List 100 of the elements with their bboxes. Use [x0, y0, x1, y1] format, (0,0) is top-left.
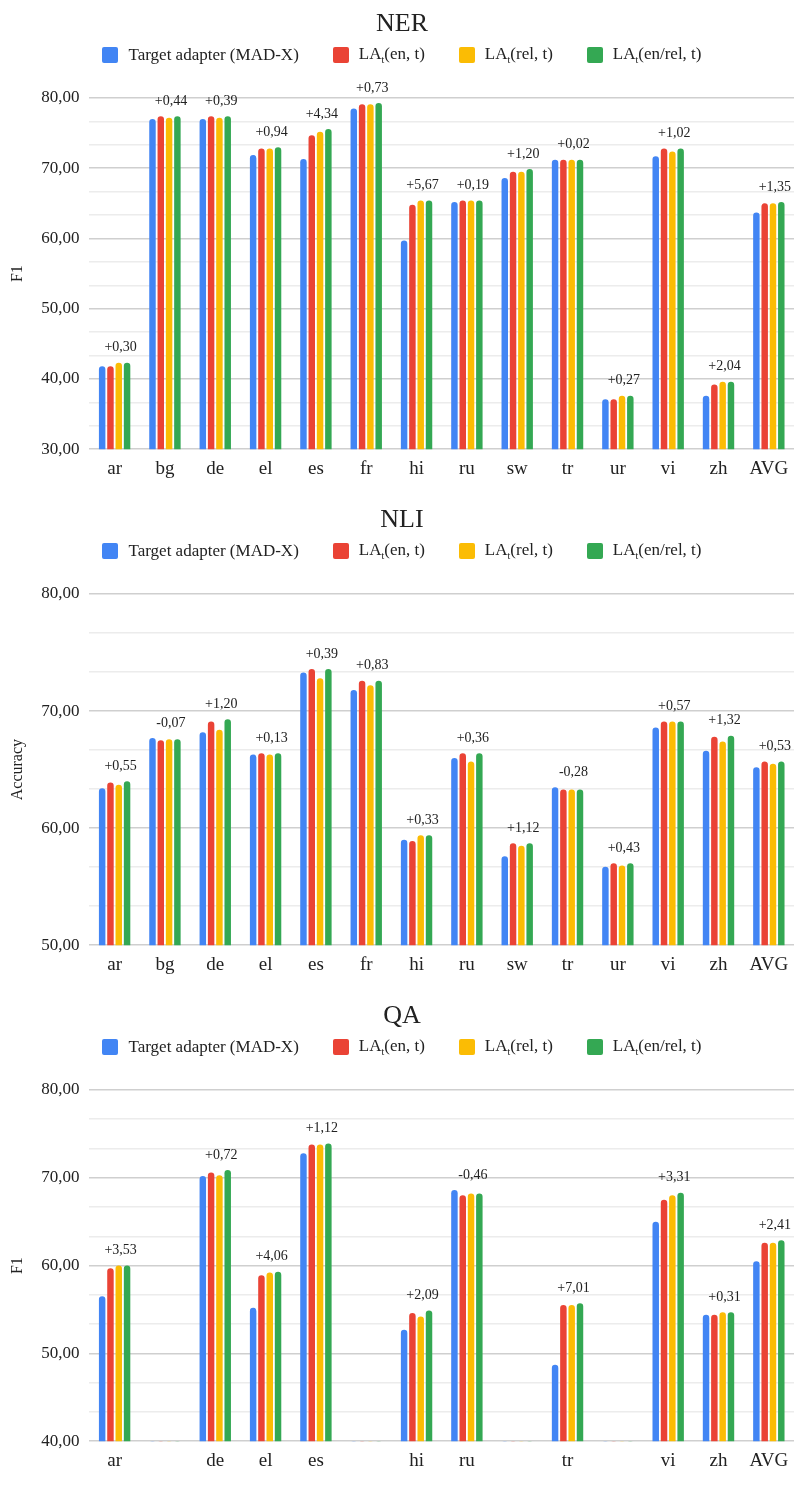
x-tick-label: bg — [155, 952, 175, 974]
x-tick-label: fr — [359, 952, 374, 974]
annotation: +1,32 — [708, 712, 741, 728]
chart-title: NER — [375, 7, 429, 39]
legend-label: LA$_{t}$(rel, t) — [484, 44, 553, 66]
x-tick-label: AVG — [749, 456, 789, 478]
x-tick-label: de — [206, 1448, 225, 1470]
x-tick-label: tr — [561, 952, 575, 974]
annotation: +0,13 — [255, 729, 288, 745]
x-tick-label: vi — [660, 1448, 676, 1470]
legend-label: LA$_{t}$(rel, t) — [484, 1036, 553, 1058]
y-tick-label: 70,00 — [41, 700, 80, 720]
x-tick-label: el — [258, 456, 273, 478]
annotation: +4,06 — [255, 1248, 288, 1264]
y-tick-label: 50,00 — [41, 1342, 80, 1362]
annotation: +2,09 — [406, 1287, 439, 1303]
annotation: +0,53 — [758, 738, 792, 754]
x-tick-label: ru — [458, 1448, 476, 1470]
annotation: +1,12 — [507, 820, 540, 836]
legend-label: LA$_{t}$(en, t) — [358, 1036, 425, 1058]
annotation: +0,39 — [205, 92, 238, 108]
y-tick-label: 40,00 — [41, 1430, 80, 1450]
x-tick-label: AVG — [749, 952, 789, 974]
legend-label: Target adapter (MAD-X) — [128, 45, 299, 65]
legend-label: LA$_{t}$(en, t) — [358, 44, 425, 66]
legend-label: LA$_{t}$(en/rel, t) — [612, 540, 702, 562]
annotation: +0,27 — [607, 372, 641, 388]
annotation: +0,94 — [255, 123, 288, 139]
y-tick-label: 50,00 — [41, 934, 80, 954]
x-tick-label: zh — [709, 456, 728, 478]
legend-label: LA$_{t}$(rel, t) — [484, 540, 553, 562]
x-tick-label: zh — [709, 1448, 728, 1470]
annotation: +1,35 — [758, 178, 792, 194]
legend-label: LA$_{t}$(en, t) — [358, 540, 425, 562]
x-tick-label: hi — [409, 952, 424, 974]
annotation: +0,36 — [456, 729, 490, 745]
x-tick-label: ur — [609, 952, 627, 974]
chart-title: NLI — [379, 503, 425, 535]
x-tick-label: de — [206, 456, 225, 478]
x-tick-label: tr — [561, 456, 575, 478]
annotation: -0,07 — [156, 714, 186, 730]
x-tick-label: ru — [458, 952, 476, 974]
y-tick-label: 60,00 — [41, 227, 80, 247]
legend-label: LA$_{t}$(en/rel, t) — [612, 44, 702, 66]
y-axis-title: F1 — [7, 265, 25, 283]
annotation: +0,39 — [305, 645, 339, 661]
annotation: +2,41 — [758, 1216, 792, 1232]
annotation: +0,19 — [456, 177, 490, 193]
x-tick-label: sw — [506, 952, 529, 974]
annotation: +2,04 — [708, 358, 741, 374]
x-tick-label: es — [308, 1448, 324, 1470]
y-tick-label: 70,00 — [41, 157, 80, 177]
annotation: +0,30 — [104, 339, 137, 355]
x-tick-label: vi — [660, 456, 676, 478]
x-tick-label: ur — [609, 456, 627, 478]
y-axis-title: F1 — [7, 1257, 25, 1275]
x-tick-label: tr — [561, 1448, 575, 1470]
x-tick-label: hi — [409, 1448, 424, 1470]
y-tick-label: 60,00 — [41, 1255, 80, 1275]
x-tick-label: fr — [359, 456, 374, 478]
y-tick-label: 80,00 — [41, 1079, 80, 1099]
annotation: -0,28 — [558, 763, 589, 779]
legend-label: Target adapter (MAD-X) — [128, 1037, 299, 1057]
x-tick-label: es — [308, 952, 324, 974]
x-tick-label: es — [308, 456, 324, 478]
x-tick-label: AVG — [749, 1448, 789, 1470]
y-axis-title: Accuracy — [7, 738, 26, 801]
annotation: +0,44 — [154, 92, 188, 108]
annotation: +0,02 — [557, 136, 590, 152]
x-tick-label: bg — [155, 456, 175, 478]
y-tick-label: 80,00 — [41, 583, 80, 603]
annotation: +1,12 — [305, 1120, 339, 1136]
x-tick-label: ar — [107, 456, 123, 478]
annotation: +1,20 — [205, 695, 238, 711]
legend-label: LA$_{t}$(en/rel, t) — [612, 1036, 702, 1058]
y-tick-label: 40,00 — [41, 368, 80, 388]
annotation: +0,73 — [356, 79, 389, 95]
annotation: +0,31 — [708, 1288, 741, 1304]
annotation: +5,67 — [406, 177, 439, 193]
x-tick-label: el — [258, 952, 273, 974]
annotation: +3,53 — [104, 1242, 137, 1258]
annotation: +0,57 — [657, 698, 691, 714]
annotation: +7,01 — [557, 1280, 590, 1296]
y-tick-label: 60,00 — [41, 817, 80, 837]
x-tick-label: de — [206, 952, 225, 974]
x-tick-label: sw — [506, 456, 529, 478]
x-tick-label: hi — [409, 456, 424, 478]
y-tick-label: 30,00 — [41, 438, 80, 458]
chart-title: QA — [382, 999, 422, 1031]
annotation: +0,72 — [205, 1146, 238, 1162]
x-tick-label: ru — [458, 456, 476, 478]
x-tick-label: ar — [107, 1448, 123, 1470]
annotation: +3,31 — [657, 1169, 691, 1185]
annotation: +0,33 — [406, 811, 439, 827]
annotation: +1,20 — [507, 145, 540, 161]
annotation: -0,46 — [458, 1166, 488, 1182]
annotation: +0,55 — [104, 757, 137, 773]
annotation: +1,02 — [657, 125, 691, 141]
annotation: +4,34 — [305, 105, 339, 121]
x-tick-label: vi — [660, 952, 676, 974]
